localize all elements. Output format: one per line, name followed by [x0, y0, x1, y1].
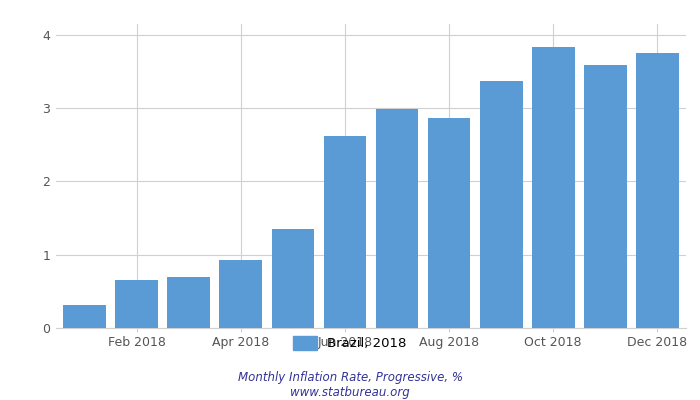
Text: Monthly Inflation Rate, Progressive, %: Monthly Inflation Rate, Progressive, %	[237, 371, 463, 384]
Bar	[167, 277, 210, 328]
Bar	[532, 48, 575, 328]
Bar	[428, 118, 470, 328]
Legend: Brazil, 2018: Brazil, 2018	[288, 330, 412, 356]
Text: www.statbureau.org: www.statbureau.org	[290, 386, 410, 399]
Bar	[220, 260, 262, 328]
Bar	[323, 136, 366, 328]
Bar	[116, 280, 158, 328]
Bar	[636, 53, 679, 328]
Bar	[480, 81, 522, 328]
Bar	[584, 65, 626, 328]
Bar	[272, 229, 314, 328]
Bar	[63, 304, 106, 328]
Bar	[376, 109, 419, 328]
